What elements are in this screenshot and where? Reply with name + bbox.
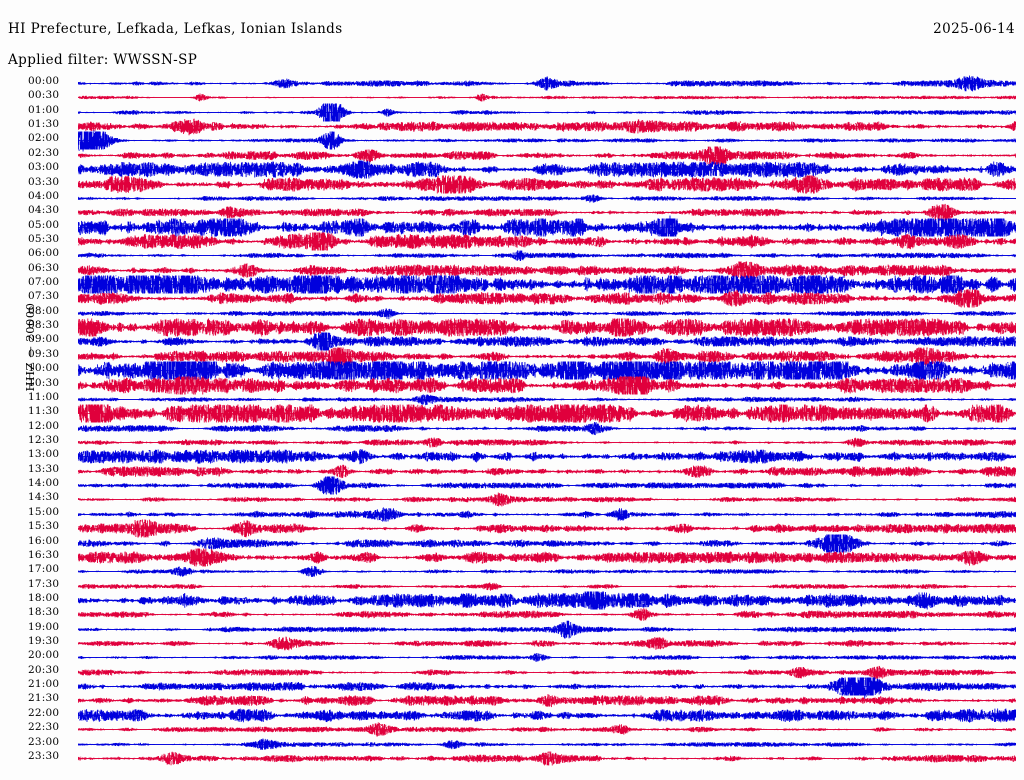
trace-time-label: 06:00 [28,247,60,260]
trace-time-label: 11:30 [28,405,60,418]
trace-time-label: 17:00 [28,563,60,576]
trace-time-label: 04:30 [28,204,60,217]
trace-waveform [78,743,1016,773]
trace-time-label: 07:30 [28,290,60,303]
trace-time-label: 10:30 [28,376,60,389]
helicorder-plot: 00:00 00:30 01:00 01:30 02:00 02:30 03:00 03:30… [0,69,1024,778]
trace-row: 23:30 [0,743,1024,773]
trace-time-label: 22:00 [28,706,60,719]
trace-time-label: 03:30 [28,175,60,188]
trace-time-label: 00:30 [28,89,60,102]
trace-time-label: 15:30 [28,520,60,533]
trace-time-label: 08:00 [28,304,60,317]
trace-time-label: 22:30 [28,721,60,734]
trace-time-label: 01:00 [28,103,60,116]
trace-time-label: 18:30 [28,606,60,619]
trace-time-label: 06:30 [28,261,60,274]
trace-time-label: 03:00 [28,161,60,174]
trace-time-label: 16:30 [28,548,60,561]
trace-time-label: 05:00 [28,218,60,231]
trace-time-label: 13:00 [28,448,60,461]
trace-time-label: 02:30 [28,146,60,159]
trace-time-label: 05:30 [28,232,60,245]
trace-time-label: 23:30 [28,749,60,762]
trace-time-label: 14:30 [28,491,60,504]
trace-time-label: 18:00 [28,591,60,604]
trace-time-label: 20:00 [28,649,60,662]
trace-time-label: 20:30 [28,663,60,676]
trace-time-label: 17:30 [28,577,60,590]
trace-time-label: 23:00 [28,735,60,748]
trace-canvas [78,743,1016,773]
trace-time-label: 12:30 [28,434,60,446]
trace-time-label: 11:00 [28,390,60,403]
trace-time-label: 19:00 [28,620,60,633]
trace-time-label: 19:30 [28,635,60,648]
trace-time-label: 08:30 [28,319,60,332]
trace-time-label: 14:00 [28,477,60,490]
trace-time-label: 10:00 [28,362,60,375]
trace-time-label: 09:30 [28,347,60,360]
applied-filter-label: Applied filter: WWSSN-SP [8,52,198,68]
trace-time-label: 13:30 [28,462,60,475]
trace-time-label: 07:00 [28,276,60,289]
trace-time-label: 00:00 [28,75,60,87]
trace-time-label: 01:30 [28,118,60,131]
trace-time-label: 21:30 [28,692,60,705]
trace-time-label: 09:00 [28,333,60,346]
page-title: HI Prefecture, Lefkada, Lefkas, Ionian I… [8,21,343,37]
trace-time-label: 02:00 [28,132,60,145]
trace-time-label: 04:00 [28,189,60,202]
trace-time-label: 12:00 [28,419,60,432]
trace-time-label: 16:00 [28,534,60,547]
trace-time-label: 21:00 [28,678,60,691]
record-date: 2025-06-14 [933,21,1015,37]
trace-time-label: 15:00 [28,505,60,518]
